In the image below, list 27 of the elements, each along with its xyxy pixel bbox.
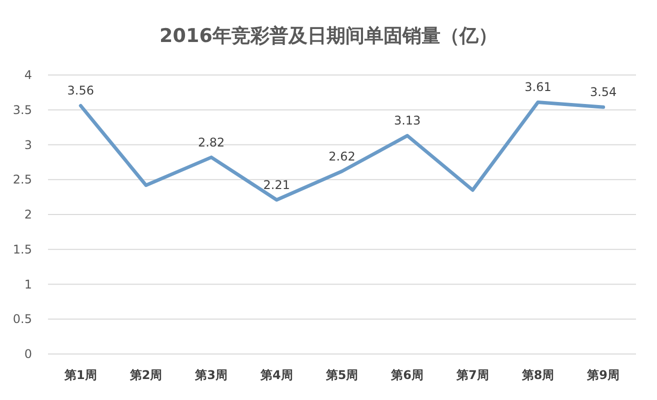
- x-tick-label: 第2周: [128, 368, 162, 382]
- data-label: 3.61: [524, 80, 552, 94]
- y-tick-label: 2.5: [12, 172, 32, 187]
- data-label: 2.21: [263, 178, 290, 192]
- y-tick-label: 0.5: [12, 312, 32, 326]
- chart-title: 2016年竞彩普及日期间单固销量（亿）: [160, 25, 498, 47]
- y-tick-label: 3: [24, 138, 32, 152]
- y-tick-label: 4: [24, 68, 32, 82]
- y-tick-label: 1: [24, 277, 32, 292]
- line-series: [78, 100, 606, 202]
- x-tick-label: 第9周: [586, 368, 620, 382]
- data-label: 2.82: [198, 135, 225, 150]
- x-tick-label: 第1周: [63, 368, 97, 382]
- x-tick-label: 第5周: [324, 368, 358, 382]
- y-tick-label: 3.5: [12, 102, 32, 117]
- y-tick-label: 1.5: [12, 242, 32, 256]
- y-tick-label: 2: [24, 208, 32, 222]
- x-tick-label: 第3周: [194, 368, 228, 382]
- x-tick-label: 第4周: [259, 368, 293, 382]
- x-tick-label: 第7周: [455, 368, 489, 382]
- data-label: 3.13: [394, 114, 421, 128]
- x-tick-label: 第6周: [390, 368, 424, 382]
- y-tick-label: 0: [24, 347, 32, 361]
- x-tick-label: 第8周: [520, 368, 554, 382]
- data-label: 2.62: [328, 149, 356, 164]
- data-label: 3.56: [67, 84, 94, 98]
- data-label: 3.54: [590, 85, 617, 100]
